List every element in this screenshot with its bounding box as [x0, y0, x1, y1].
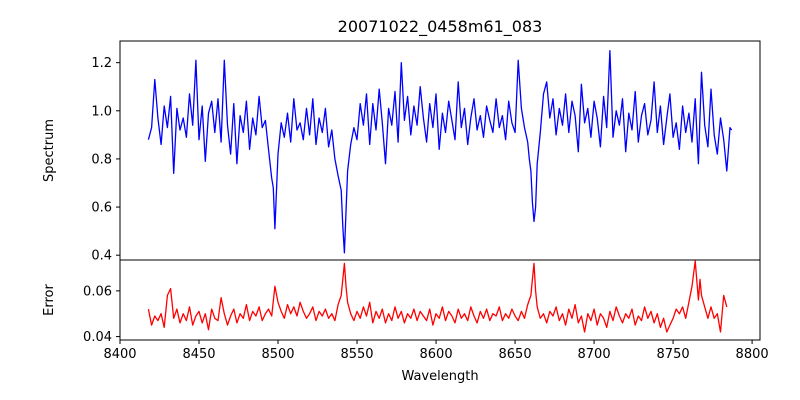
- y-tick-label: 0.8: [91, 152, 112, 167]
- y-tick-label: 1.0: [91, 104, 112, 119]
- chart-title: 20071022_0458m61_083: [338, 17, 543, 37]
- error-axes-frame: [119, 259, 761, 341]
- spectrum-y-ticks: 0.4 0.6 0.8 1.0 1.2: [91, 56, 120, 264]
- x-tick-label: 8450: [182, 347, 215, 362]
- x-tick-label: 8800: [736, 347, 769, 362]
- y-tick-label: 0.06: [83, 284, 112, 299]
- x-tick-label: 8400: [103, 347, 136, 362]
- y-tick-label: 0.4: [91, 249, 112, 264]
- x-tick-label: 8750: [657, 347, 690, 362]
- spectrum-series-line-0: [147, 49, 733, 254]
- error-panel: 0.04 0.06 Error: [42, 259, 761, 345]
- y-tick-label: 0.04: [83, 330, 112, 345]
- error-series-line-0: [147, 260, 728, 333]
- y-tick-label: 0.6: [91, 201, 112, 216]
- error-y-axis-label: Error: [42, 284, 57, 316]
- x-tick-label: 8650: [499, 347, 532, 362]
- spectrum-plot-area: [147, 49, 733, 254]
- x-tick-label: 8550: [340, 347, 373, 362]
- x-tick-label: 8600: [420, 347, 453, 362]
- x-axis-label: Wavelength: [401, 369, 478, 384]
- x-tick-label: 8500: [261, 347, 294, 362]
- x-axis-ticks: 8400 8450 8500 8550 8600 8650 8700 8750 8800: [103, 340, 769, 362]
- error-plot-area: [147, 260, 728, 333]
- y-tick-label: 1.2: [91, 56, 112, 71]
- spectrum-y-axis-label: Spectrum: [42, 119, 57, 182]
- x-tick-label: 8700: [578, 347, 611, 362]
- error-y-ticks: 0.04 0.06: [83, 284, 120, 345]
